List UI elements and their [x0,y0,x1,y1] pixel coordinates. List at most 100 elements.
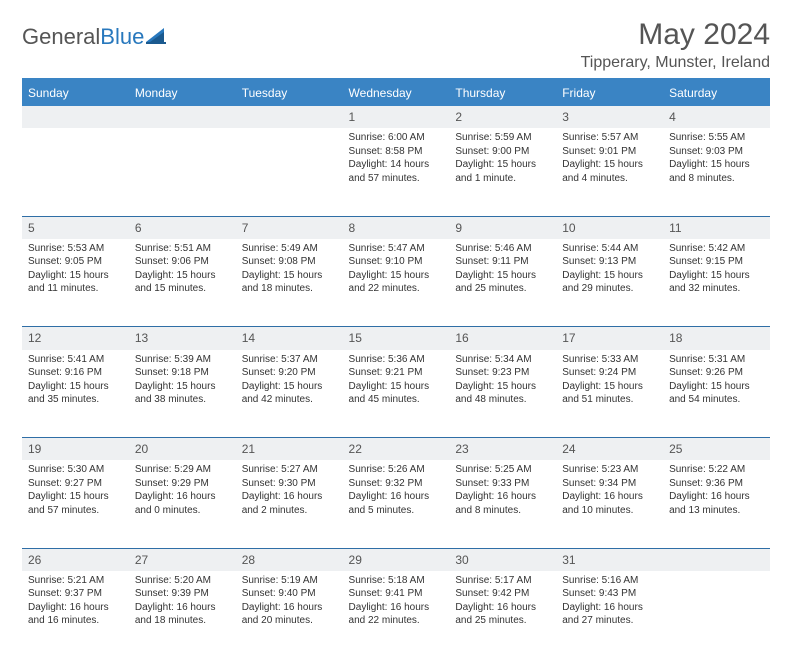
daylight-text: and 25 minutes. [455,614,550,628]
sunrise-text: Sunrise: 5:49 AM [242,242,337,256]
sunset-text: Sunset: 9:21 PM [349,366,444,380]
sunrise-text: Sunrise: 5:18 AM [349,574,444,588]
daylight-text: Daylight: 16 hours [562,490,657,504]
daylight-text: and 0 minutes. [135,504,230,518]
sunrise-text: Sunrise: 5:23 AM [562,463,657,477]
sunrise-text: Sunrise: 5:17 AM [455,574,550,588]
sunrise-text: Sunrise: 5:20 AM [135,574,230,588]
day-info-row: Sunrise: 5:41 AMSunset: 9:16 PMDaylight:… [22,350,770,438]
sunset-text: Sunset: 9:15 PM [669,255,764,269]
title-block: May 2024 Tipperary, Munster, Ireland [581,18,770,72]
daylight-text: and 16 minutes. [28,614,123,628]
day-info-cell [663,571,770,659]
daylight-text: Daylight: 16 hours [242,490,337,504]
daylight-text: Daylight: 15 hours [28,380,123,394]
daylight-text: and 32 minutes. [669,282,764,296]
sunset-text: Sunset: 9:29 PM [135,477,230,491]
daylight-text: Daylight: 14 hours [349,158,444,172]
daylight-text: and 25 minutes. [455,282,550,296]
sunset-text: Sunset: 8:58 PM [349,145,444,159]
sunset-text: Sunset: 9:41 PM [349,587,444,601]
brand-part1: General [22,24,100,50]
sunset-text: Sunset: 9:43 PM [562,587,657,601]
sunset-text: Sunset: 9:39 PM [135,587,230,601]
day-info-cell: Sunrise: 5:19 AMSunset: 9:40 PMDaylight:… [236,571,343,659]
day-number-row: 19202122232425 [22,438,770,461]
daylight-text: and 18 minutes. [242,282,337,296]
day-number-cell: 15 [343,327,450,350]
daylight-text: Daylight: 15 hours [349,269,444,283]
daylight-text: Daylight: 15 hours [455,269,550,283]
sunrise-text: Sunrise: 5:44 AM [562,242,657,256]
day-info-row: Sunrise: 5:53 AMSunset: 9:05 PMDaylight:… [22,239,770,327]
day-info-cell: Sunrise: 5:23 AMSunset: 9:34 PMDaylight:… [556,460,663,548]
day-info-cell: Sunrise: 5:46 AMSunset: 9:11 PMDaylight:… [449,239,556,327]
daylight-text: and 22 minutes. [349,282,444,296]
day-info-cell: Sunrise: 5:37 AMSunset: 9:20 PMDaylight:… [236,350,343,438]
sunrise-text: Sunrise: 5:39 AM [135,353,230,367]
day-number-row: 567891011 [22,216,770,239]
weekday-header: Thursday [449,80,556,106]
sunrise-text: Sunrise: 5:37 AM [242,353,337,367]
daylight-text: and 42 minutes. [242,393,337,407]
day-number-cell: 31 [556,548,663,571]
sunset-text: Sunset: 9:33 PM [455,477,550,491]
day-info-cell: Sunrise: 5:21 AMSunset: 9:37 PMDaylight:… [22,571,129,659]
daylight-text: and 45 minutes. [349,393,444,407]
daylight-text: Daylight: 16 hours [349,490,444,504]
daylight-text: Daylight: 16 hours [242,601,337,615]
daylight-text: and 18 minutes. [135,614,230,628]
sunrise-text: Sunrise: 5:27 AM [242,463,337,477]
sunrise-text: Sunrise: 5:26 AM [349,463,444,477]
sunrise-text: Sunrise: 5:22 AM [669,463,764,477]
sunrise-text: Sunrise: 5:16 AM [562,574,657,588]
day-info-cell: Sunrise: 5:41 AMSunset: 9:16 PMDaylight:… [22,350,129,438]
day-number-cell: 13 [129,327,236,350]
calendar-table: Sunday Monday Tuesday Wednesday Thursday… [22,80,770,659]
day-number-cell: 2 [449,106,556,128]
day-info-cell: Sunrise: 5:49 AMSunset: 9:08 PMDaylight:… [236,239,343,327]
daylight-text: and 54 minutes. [669,393,764,407]
day-number-cell: 24 [556,438,663,461]
weekday-header: Saturday [663,80,770,106]
sunrise-text: Sunrise: 5:31 AM [669,353,764,367]
sunrise-text: Sunrise: 5:34 AM [455,353,550,367]
day-info-cell: Sunrise: 5:16 AMSunset: 9:43 PMDaylight:… [556,571,663,659]
day-info-cell: Sunrise: 5:55 AMSunset: 9:03 PMDaylight:… [663,128,770,216]
daylight-text: Daylight: 15 hours [669,380,764,394]
day-number-cell: 19 [22,438,129,461]
sunset-text: Sunset: 9:42 PM [455,587,550,601]
calendar-body: 1234Sunrise: 6:00 AMSunset: 8:58 PMDayli… [22,106,770,659]
sunset-text: Sunset: 9:10 PM [349,255,444,269]
day-info-cell: Sunrise: 5:42 AMSunset: 9:15 PMDaylight:… [663,239,770,327]
sunset-text: Sunset: 9:26 PM [669,366,764,380]
calendar-thead: Sunday Monday Tuesday Wednesday Thursday… [22,80,770,106]
daylight-text: and 29 minutes. [562,282,657,296]
day-number-cell: 20 [129,438,236,461]
day-number-cell: 18 [663,327,770,350]
sunrise-text: Sunrise: 5:51 AM [135,242,230,256]
daylight-text: Daylight: 15 hours [28,269,123,283]
sunset-text: Sunset: 9:05 PM [28,255,123,269]
day-number-cell: 22 [343,438,450,461]
day-info-cell: Sunrise: 5:53 AMSunset: 9:05 PMDaylight:… [22,239,129,327]
day-info-cell: Sunrise: 5:30 AMSunset: 9:27 PMDaylight:… [22,460,129,548]
sunrise-text: Sunrise: 5:25 AM [455,463,550,477]
sunset-text: Sunset: 9:37 PM [28,587,123,601]
sunrise-text: Sunrise: 5:57 AM [562,131,657,145]
day-number-cell: 26 [22,548,129,571]
sunrise-text: Sunrise: 5:36 AM [349,353,444,367]
daylight-text: Daylight: 15 hours [28,490,123,504]
day-number-row: 1234 [22,106,770,128]
day-number-cell: 28 [236,548,343,571]
weekday-header: Friday [556,80,663,106]
daylight-text: Daylight: 15 hours [135,380,230,394]
sunset-text: Sunset: 9:18 PM [135,366,230,380]
sunset-text: Sunset: 9:13 PM [562,255,657,269]
sunrise-text: Sunrise: 5:42 AM [669,242,764,256]
daylight-text: and 57 minutes. [349,172,444,186]
day-info-cell: Sunrise: 5:34 AMSunset: 9:23 PMDaylight:… [449,350,556,438]
daylight-text: and 8 minutes. [455,504,550,518]
day-number-cell: 7 [236,216,343,239]
sunset-text: Sunset: 9:36 PM [669,477,764,491]
